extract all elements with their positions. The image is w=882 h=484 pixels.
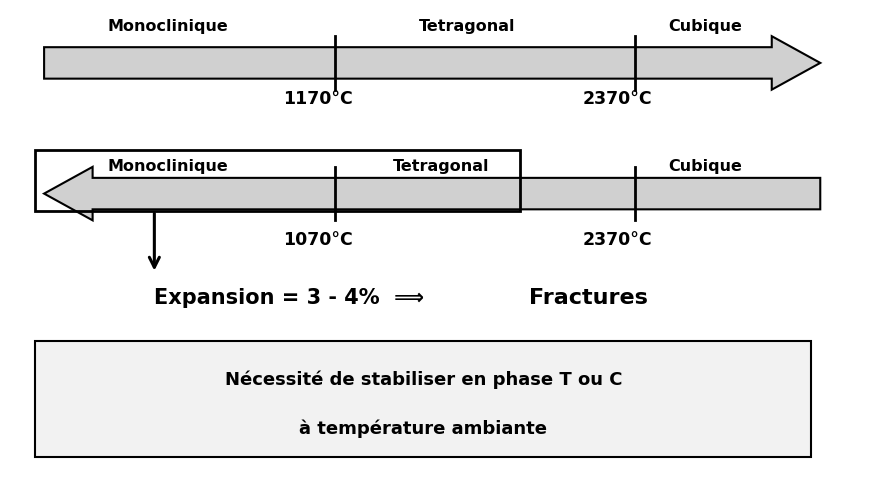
Text: Tetragonal: Tetragonal (392, 160, 490, 174)
Bar (35, 150, 520, 211)
Text: Monoclinique: Monoclinique (108, 19, 228, 34)
FancyArrow shape (44, 167, 820, 220)
Text: 2370°C: 2370°C (583, 90, 652, 108)
Text: Cubique: Cubique (669, 160, 743, 174)
Text: Monoclinique: Monoclinique (108, 160, 228, 174)
Text: Nécessité de stabiliser en phase T ou C: Nécessité de stabiliser en phase T ou C (225, 371, 622, 389)
Text: à température ambiante: à température ambiante (299, 419, 548, 438)
Text: Fractures: Fractures (529, 287, 648, 308)
FancyArrow shape (44, 36, 820, 90)
Text: Expansion = 3 - 4%  ⟹: Expansion = 3 - 4% ⟹ (154, 287, 424, 308)
Text: Cubique: Cubique (669, 19, 743, 34)
Text: 2370°C: 2370°C (583, 230, 652, 249)
Text: 1170°C: 1170°C (282, 90, 353, 108)
Bar (35, 341, 811, 457)
Text: Tetragonal: Tetragonal (419, 19, 516, 34)
Text: 1070°C: 1070°C (282, 230, 353, 249)
